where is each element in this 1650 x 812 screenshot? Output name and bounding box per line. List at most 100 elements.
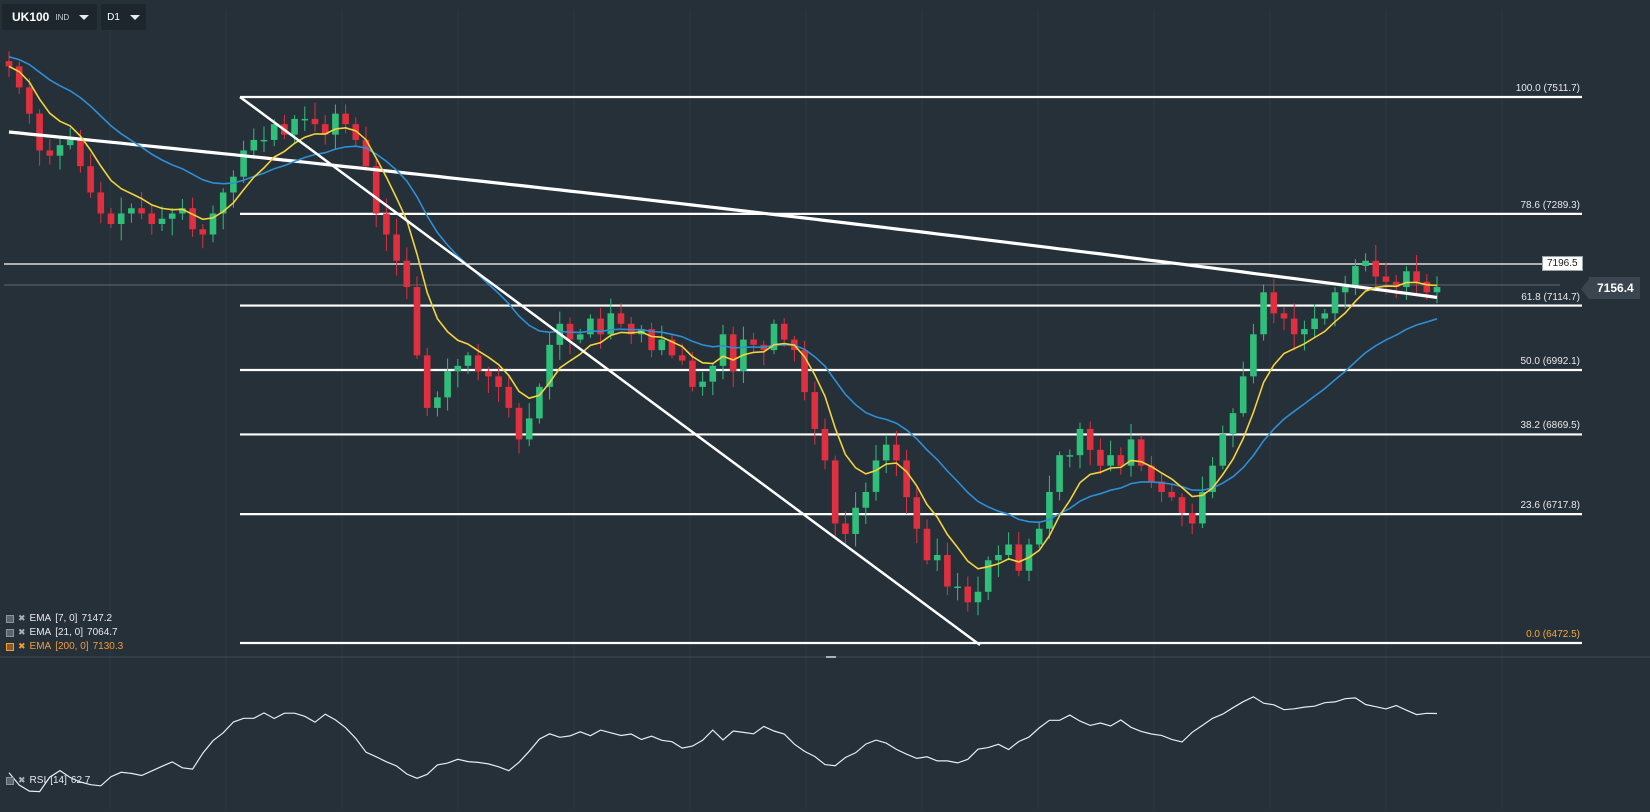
candle-body — [984, 560, 992, 592]
candle-body — [1362, 260, 1369, 267]
legend-rsi[interactable]: ✖ RSI [14] 62.7 — [6, 775, 90, 786]
candle-body — [842, 523, 849, 534]
candle-body — [77, 139, 84, 167]
indicator-params: [21, 0] — [55, 627, 84, 638]
candle-body — [1331, 292, 1339, 314]
candle-body — [1158, 481, 1165, 492]
chevron-down-icon[interactable] — [129, 14, 140, 20]
trend-line[interactable] — [239, 95, 981, 647]
candle-body — [882, 444, 890, 461]
candle-body — [250, 139, 258, 151]
candle-body — [321, 124, 329, 135]
close-icon[interactable]: ✖ — [18, 641, 26, 651]
candle-body — [189, 208, 196, 230]
indicator-settings-icon[interactable] — [6, 776, 14, 785]
candle-body — [464, 355, 472, 366]
candle-body — [352, 124, 360, 140]
candle-body — [515, 407, 523, 440]
candle-body — [97, 192, 105, 214]
indicator-name: EMA — [29, 641, 52, 652]
candle-body — [342, 113, 349, 125]
indicator-settings-icon[interactable] — [6, 642, 14, 651]
candle-body — [199, 229, 207, 235]
candle-body — [158, 218, 166, 224]
legend-ema-7[interactable]: ✖ EMA [7, 0] 7147.2 — [6, 613, 112, 624]
candle-body — [913, 497, 921, 529]
candle-body — [444, 371, 451, 398]
candle-body — [1046, 491, 1053, 529]
fib-level-label: 0.0 (6472.5) — [1526, 629, 1580, 640]
close-icon[interactable]: ✖ — [18, 613, 26, 623]
candle-body — [168, 213, 176, 219]
candle-body — [311, 118, 319, 125]
candle-body — [332, 113, 339, 135]
fib-level-label: 61.8 (7114.7) — [1521, 291, 1580, 303]
candle-body — [423, 355, 431, 408]
candle-body — [393, 234, 400, 261]
candle-body — [403, 260, 411, 288]
candle-body — [1066, 455, 1074, 457]
candle-body — [1086, 428, 1094, 450]
candle-body — [709, 365, 717, 382]
candle-body — [1311, 318, 1318, 330]
indicator-settings-icon[interactable] — [6, 628, 14, 637]
candle-body — [1005, 544, 1012, 555]
candle-body — [209, 213, 217, 235]
indicator-name: RSI — [29, 775, 47, 786]
legend-ema-21[interactable]: ✖ EMA [21, 0] 7064.7 — [6, 627, 118, 638]
fib-level-label: 50.0 (6992.1) — [1520, 356, 1581, 367]
candle-body — [1290, 318, 1298, 335]
indicator-settings-icon[interactable] — [6, 614, 14, 623]
candle-body — [1260, 292, 1267, 335]
candle-body — [872, 460, 880, 492]
candle-body — [1015, 544, 1023, 571]
indicator-params: [7, 0] — [55, 613, 78, 624]
candle-body — [219, 192, 227, 214]
candle-body — [413, 287, 421, 356]
candle-body — [240, 150, 247, 177]
candle-body — [1117, 455, 1125, 466]
candle-body — [260, 139, 268, 142]
candle-body — [525, 418, 533, 440]
candle-body — [1209, 465, 1216, 492]
candle-body — [1056, 455, 1063, 492]
candle-body — [1423, 281, 1431, 293]
ema-200-line — [8, 130, 1438, 299]
candle-body — [56, 145, 64, 156]
candle-body — [1250, 334, 1257, 377]
pane-resize-handle[interactable] — [826, 656, 836, 658]
candle-body — [1178, 497, 1186, 513]
indicator-params: [14] — [50, 775, 67, 786]
candle-body — [15, 66, 23, 88]
candle-body — [648, 329, 655, 351]
candle-body — [454, 365, 462, 372]
timeframe-selector[interactable]: D1 — [101, 4, 146, 30]
close-icon[interactable]: ✖ — [18, 775, 26, 785]
rsi-line — [8, 696, 1438, 793]
candle-body — [923, 528, 931, 561]
symbol-selector[interactable]: UK100 IND — [2, 4, 98, 30]
candle-body — [719, 334, 727, 366]
candle-body — [1392, 281, 1400, 288]
candle-body — [230, 176, 237, 193]
candle-body — [852, 507, 859, 534]
candle-body — [954, 586, 961, 589]
candle-body — [933, 554, 941, 561]
candle-body — [1035, 528, 1043, 545]
candle-body — [1219, 434, 1227, 466]
chevron-down-icon[interactable] — [79, 14, 90, 20]
candle-body — [138, 208, 145, 214]
candle-body — [1168, 491, 1176, 498]
candle-body — [117, 213, 125, 224]
indicator-params: [200, 0] — [55, 641, 89, 652]
candle-body — [1188, 512, 1196, 524]
candle-body — [362, 139, 370, 167]
candle-body — [1199, 491, 1206, 524]
candle-body — [1301, 329, 1308, 335]
close-icon[interactable]: ✖ — [18, 627, 26, 637]
candle-body — [678, 355, 686, 361]
legend-ema-200[interactable]: ✖ EMA [200, 0] 7130.3 — [6, 641, 123, 652]
candle-body — [1239, 376, 1247, 414]
